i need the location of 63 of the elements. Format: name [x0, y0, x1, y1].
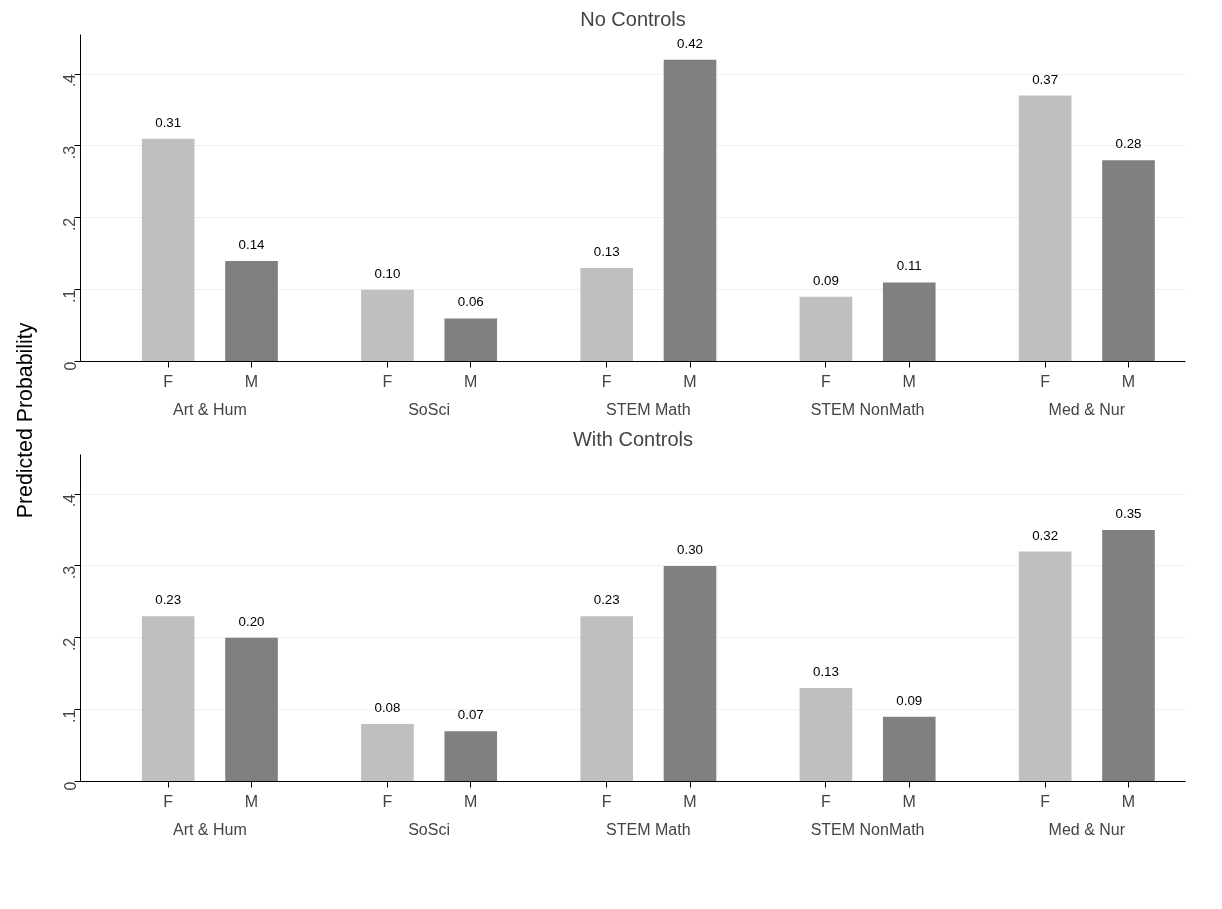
data-label: 0.07: [457, 707, 484, 723]
text: M: [464, 372, 478, 390]
x-tick-label: SoSci: [408, 400, 450, 418]
text: F: [382, 792, 393, 810]
y-tick-label: 0: [61, 781, 79, 791]
series-label: M: [244, 372, 259, 390]
x-tick-label: STEM NonMath: [810, 820, 925, 838]
data-label: 0.37: [1032, 71, 1059, 87]
y-tick-label: .4: [61, 493, 79, 508]
data-label: 0.28: [1115, 136, 1142, 152]
data-label: 0.20: [238, 613, 265, 629]
y-axis-title: Predicted Probability: [12, 322, 37, 519]
data-label: 0.11: [896, 258, 922, 274]
data-label: 0.09: [896, 692, 923, 708]
text: M: [1121, 372, 1136, 390]
data-label: 0.06: [457, 294, 484, 310]
series-label: F: [163, 792, 174, 810]
data-label: 0.13: [593, 244, 620, 260]
text: F: [601, 792, 612, 810]
data-label: 0.09: [812, 272, 839, 288]
x-tick-label: Med & Nur: [1048, 400, 1126, 418]
y-tick-label: .3: [61, 565, 79, 580]
series-label: F: [163, 372, 174, 390]
x-tick-label: SoSci: [408, 820, 450, 838]
data-label: 0.23: [155, 592, 182, 608]
x-tick-label: Art & Hum: [172, 820, 247, 838]
text: M: [683, 372, 697, 390]
data-label: 0.30: [677, 541, 703, 557]
data-label: 0.08: [374, 700, 401, 716]
data-label: 0.31: [155, 114, 182, 130]
text: F: [821, 372, 831, 390]
data-label: 0.32: [1032, 527, 1059, 543]
text: M: [1121, 792, 1136, 810]
y-tick-label: .4: [61, 73, 79, 88]
data-label: 0.42: [677, 35, 703, 51]
chart-title: No Controls: [580, 7, 686, 30]
data-label: 0.14: [238, 236, 266, 252]
x-tick-label: STEM Math: [606, 400, 691, 418]
x-tick-label: STEM NonMath: [810, 400, 925, 418]
x-tick-label: Art & Hum: [172, 400, 247, 418]
data-label: 0.13: [812, 664, 839, 680]
y-tick-label: .2: [61, 637, 79, 652]
text: M: [683, 792, 697, 810]
text: F: [1040, 792, 1051, 810]
data-label: 0.35: [1115, 505, 1142, 521]
text: F: [821, 792, 831, 810]
y-tick-label: .3: [61, 145, 79, 160]
chart-title: With Controls: [572, 427, 694, 450]
y-tick-label: 0: [61, 361, 79, 371]
data-label: 0.23: [593, 592, 620, 608]
text: M: [902, 372, 916, 390]
y-tick-label: .1: [61, 289, 79, 303]
data-label: 0.10: [374, 265, 401, 281]
y-tick-label: .1: [61, 709, 79, 723]
x-tick-label: Med & Nur: [1048, 820, 1126, 838]
x-tick-label: STEM Math: [606, 820, 691, 838]
text: F: [1040, 372, 1051, 390]
text: F: [382, 372, 393, 390]
y-tick-label: .2: [61, 217, 79, 232]
text: F: [601, 372, 612, 390]
text: M: [902, 792, 916, 810]
series-label: M: [244, 792, 259, 810]
text: M: [464, 792, 478, 810]
